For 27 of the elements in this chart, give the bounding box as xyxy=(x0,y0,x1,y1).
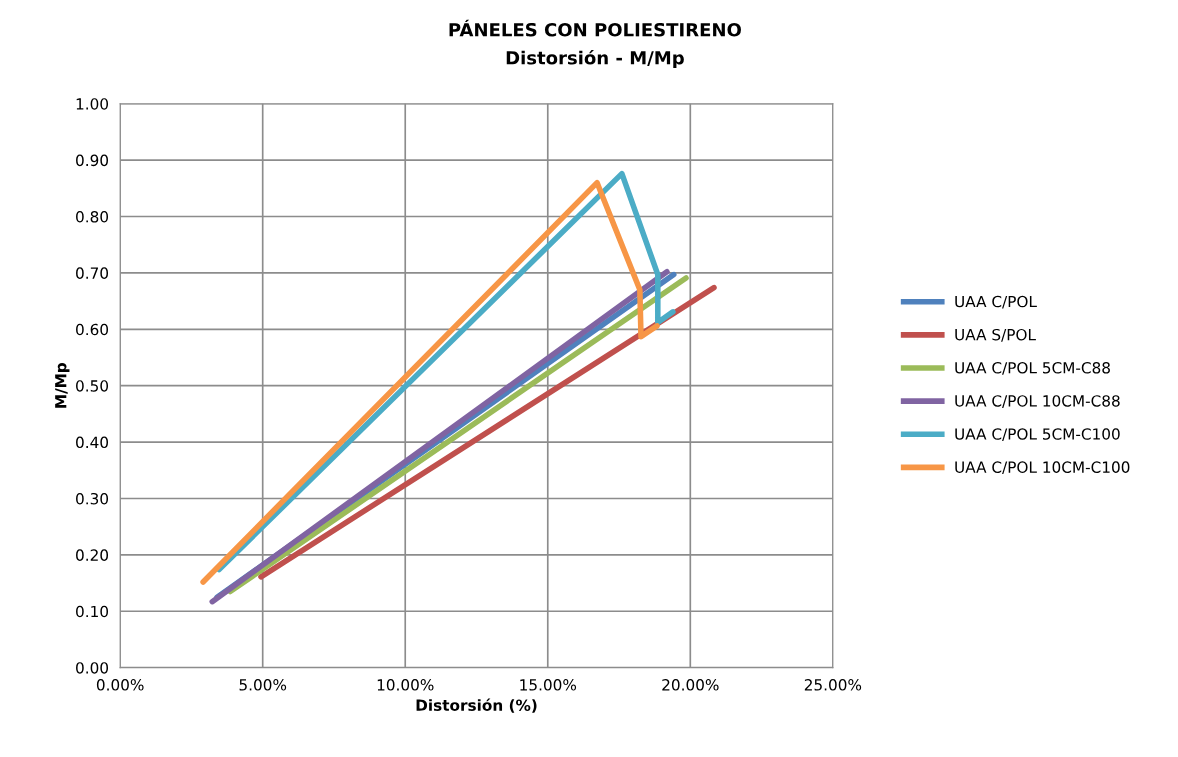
y-tick-label: 0.20 xyxy=(76,549,109,561)
y-tick-label: 0.10 xyxy=(76,605,109,618)
y-tick-label: 0.70 xyxy=(76,267,109,279)
x-tick-label: 20.00% xyxy=(662,679,719,691)
y-tick-label: 1.00 xyxy=(76,98,109,110)
y-tick-label: 0.80 xyxy=(76,210,109,223)
chart-subtitle: Distorsión - M/Mp xyxy=(506,49,684,69)
legend-label: UAA C/POL 10CM-C100 xyxy=(955,461,1130,475)
y-axis-title: M/Mp xyxy=(55,362,70,408)
y-tick-label: 0.00 xyxy=(76,662,109,674)
chart-title: PÁNELES CON POLIESTIRENO xyxy=(449,19,741,37)
x-axis-title: Distorsión (%) xyxy=(416,698,537,713)
legend-label: UAA S/POL xyxy=(955,328,1036,342)
x-tick-label: 25.00% xyxy=(804,679,862,691)
legend-label: UAA C/POL 5CM-C100 xyxy=(955,428,1120,441)
y-tick-label: 0.40 xyxy=(76,436,109,449)
legend-label: UAA C/POL 5CM-C88 xyxy=(955,362,1110,375)
legend-label: UAA C/POL xyxy=(955,295,1037,309)
x-tick-label: 10.00% xyxy=(377,679,434,691)
x-tick-label: 0.00% xyxy=(96,679,144,691)
x-tick-label: 5.00% xyxy=(239,679,287,691)
y-tick-label: 0.50 xyxy=(76,380,109,392)
y-tick-label: 0.30 xyxy=(76,492,109,505)
legend-label: UAA C/POL 10CM-C88 xyxy=(955,395,1120,408)
y-tick-label: 0.90 xyxy=(76,154,109,167)
x-tick-label: 15.00% xyxy=(520,679,577,691)
y-tick-label: 0.60 xyxy=(76,323,109,336)
